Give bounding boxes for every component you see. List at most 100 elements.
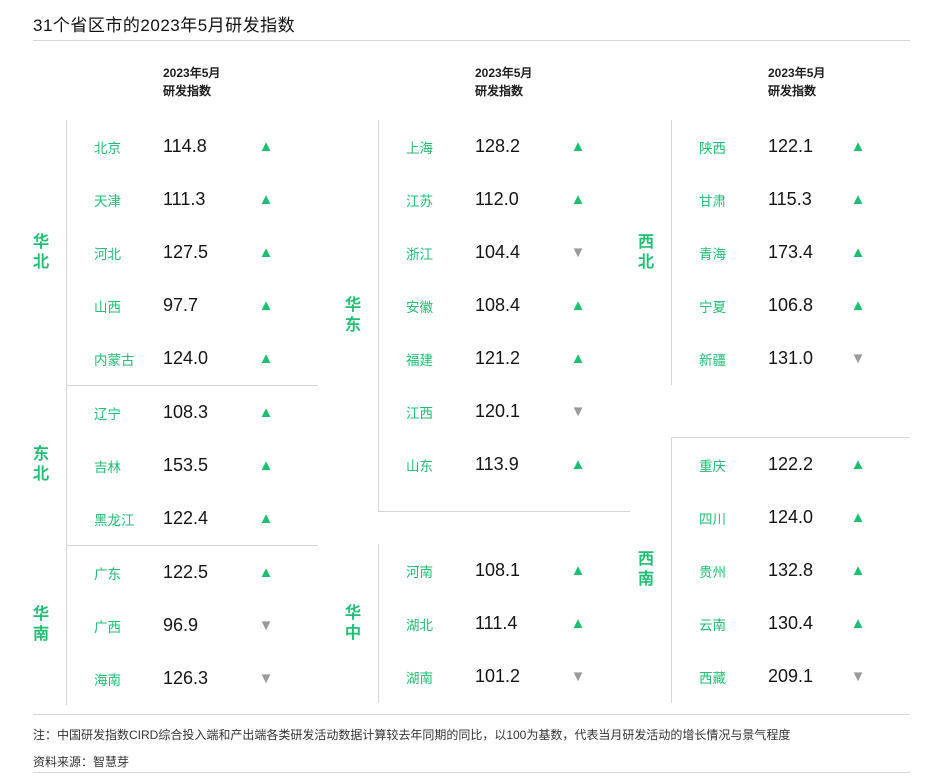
trend-arrow-icon: ▲ [850,562,866,579]
table-row: 甘肃 115.3 ▲ [699,173,910,226]
table-row: 四川 124.0 ▲ [699,491,910,544]
province-name: 吉林 [94,459,121,475]
index-value: 114.8 [163,136,207,156]
trend-arrow-icon: ▼ [258,617,274,634]
region-group-label-cell: 西北 [638,120,671,385]
index-value: 153.5 [163,455,209,475]
index-value: 113.9 [475,454,519,474]
index-value: 131.0 [768,348,814,368]
province-name: 江苏 [406,193,433,209]
trend-arrow-icon: ▲ [258,404,274,421]
table-row: 青海 173.4 ▲ [699,226,910,279]
table-row: 辽宁 108.3 ▲ [94,386,318,439]
table-row: 云南 130.4 ▲ [699,597,910,650]
trend-arrow-icon: ▲ [850,615,866,632]
index-value: 111.3 [163,189,206,209]
province-name: 陕西 [699,140,726,156]
province-name: 安徽 [406,299,433,315]
region-group: 西北 陕西 122.1 ▲ 甘肃 115.3 ▲ 青海 173.4 [638,120,910,385]
province-name: 北京 [94,140,121,156]
table-row: 江苏 112.0 ▲ [406,173,630,226]
trend-arrow-icon: ▲ [258,350,274,367]
table-row: 山西 97.7 ▲ [94,279,318,332]
header-label: 研发指数 [475,84,524,98]
trend-arrow-icon: ▲ [570,562,586,579]
header-label: 研发指数 [768,84,817,98]
trend-arrow-icon: ▲ [850,297,866,314]
index-value: 124.0 [768,507,814,527]
table-row: 福建 121.2 ▲ [406,332,630,385]
table-row: 山东 113.9 ▲ [406,438,630,491]
trend-arrow-icon: ▼ [258,670,274,687]
header-month: 2023年5月 [163,66,221,80]
region-group-label-cell: 华东 [345,120,378,512]
trend-arrow-icon: ▼ [850,350,866,367]
region-group-label: 华中 [345,604,362,642]
trend-arrow-icon: ▼ [570,244,586,261]
province-name: 福建 [406,352,433,368]
trend-arrow-icon: ▲ [570,138,586,155]
page-title: 31个省区市的2023年5月研发指数 [33,16,296,35]
region-group-label: 华南 [33,606,50,643]
column-header: 2023年5月 研发指数 [163,64,318,100]
province-name: 广西 [94,619,121,635]
region-group-label-cell: 东北 [33,385,66,545]
trend-arrow-icon: ▲ [258,457,274,474]
index-value: 101.2 [475,666,521,686]
region-column: 2023年5月 研发指数 华东 上海 128.2 ▲ 江苏 112.0 ▲ [345,64,630,703]
province-name: 浙江 [406,246,433,262]
province-name: 山东 [406,458,433,474]
header-month: 2023年5月 [475,66,533,80]
table-row: 天津 111.3 ▲ [94,173,318,226]
table-row: 广西 96.9 ▼ [94,599,318,652]
trend-arrow-icon: ▲ [258,191,274,208]
header-month: 2023年5月 [768,66,826,80]
province-name: 辽宁 [94,406,121,422]
index-value: 106.8 [768,295,814,315]
province-name: 上海 [406,140,433,156]
region-group: 华东 上海 128.2 ▲ 江苏 112.0 ▲ 浙江 104.4 [345,120,630,512]
province-name: 云南 [699,617,726,633]
index-value: 127.5 [163,242,209,262]
region-group-label: 西北 [638,233,655,271]
province-name: 广东 [94,566,121,582]
trend-arrow-icon: ▲ [570,615,586,632]
province-name: 湖北 [406,617,433,633]
trend-arrow-icon: ▼ [570,403,586,420]
data-source: 资料来源：智慧芽 [33,755,130,769]
province-name: 新疆 [699,352,726,368]
trend-arrow-icon: ▲ [850,191,866,208]
trend-arrow-icon: ▲ [850,456,866,473]
region-group: 东北 辽宁 108.3 ▲ 吉林 153.5 ▲ 黑龙江 122.4 [33,385,318,545]
province-name: 天津 [94,193,121,209]
index-value: 97.7 [163,295,199,315]
province-name: 河北 [94,246,121,262]
region-group: 华中 河南 108.1 ▲ 湖北 111.4 ▲ 湖南 101.2 [345,544,630,703]
header-label: 研发指数 [163,84,212,98]
notes-divider [33,714,910,715]
index-value: 120.1 [475,401,521,421]
province-name: 贵州 [699,564,726,580]
index-value: 104.4 [475,242,521,262]
region-column: 2023年5月 研发指数 西北 陕西 122.1 ▲ 甘肃 115.3 ▲ [638,64,910,703]
table-row: 江西 120.1 ▼ [406,385,630,438]
table-row: 黑龙江 122.4 ▲ [94,492,318,545]
index-value: 126.3 [163,668,209,688]
trend-arrow-icon: ▲ [850,138,866,155]
column-header: 2023年5月 研发指数 [475,64,630,100]
index-value: 132.8 [768,560,814,580]
table-row: 河北 127.5 ▲ [94,226,318,279]
province-name: 重庆 [699,458,726,474]
index-value: 173.4 [768,242,814,262]
trend-arrow-icon: ▲ [570,350,586,367]
bottom-divider [33,772,910,773]
trend-arrow-icon: ▲ [258,297,274,314]
province-name: 海南 [94,672,121,688]
region-group-label-cell: 西南 [638,437,671,703]
trend-arrow-icon: ▲ [570,456,586,473]
trend-arrow-icon: ▼ [850,668,866,685]
region-group-label: 华东 [345,297,362,334]
index-value: 122.2 [768,454,814,474]
table-row: 西藏 209.1 ▼ [699,650,910,703]
